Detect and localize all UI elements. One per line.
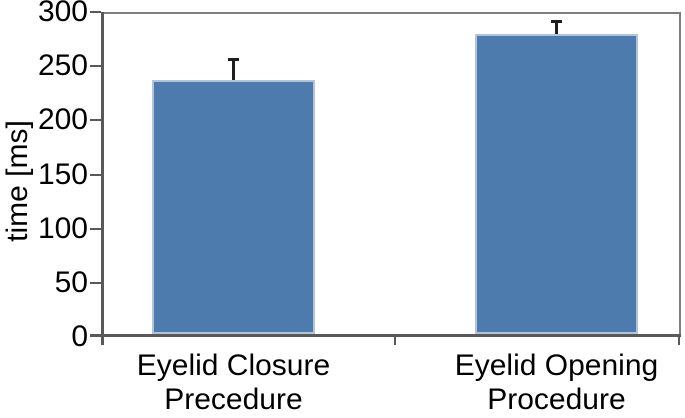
y-tick-mark [90,173,101,176]
error-bar-cap-2 [550,19,562,23]
bar-2 [474,33,638,334]
error-bar-2 [554,20,558,34]
plot-top-border [101,12,681,14]
y-tick-label: 100 [37,211,88,245]
y-tick-mark [90,227,101,230]
y-axis-line [101,12,104,345]
y-tick-mark [90,119,101,122]
y-tick-label: 0 [71,320,88,353]
plot-right-border [679,12,681,337]
error-bar-cap-1 [227,57,239,61]
x-category-label-line: Eyelid Closure [136,349,331,382]
y-tick-label: 150 [37,157,88,191]
y-tick-label: 200 [37,103,88,137]
x-tick-mark [678,337,680,345]
y-tick-mark [90,65,101,68]
y-tick-label: 300 [37,0,88,28]
x-category-label-1: Eyelid Closure Precedure [73,349,393,417]
bar-1 [151,80,315,334]
y-tick-label: 50 [54,265,88,299]
x-category-label-2: Eyelid Opening Procedure [396,349,685,417]
error-bar-1 [231,58,235,81]
x-axis-line [90,334,681,337]
x-category-label-line: Procedure [487,383,626,416]
y-tick-mark [90,281,101,284]
x-tick-mark [394,337,397,345]
x-category-label-line: Precedure [164,383,303,416]
y-tick-mark [90,11,101,13]
y-tick-label: 250 [37,49,88,83]
x-category-label-line: Eyelid Opening [454,349,659,382]
